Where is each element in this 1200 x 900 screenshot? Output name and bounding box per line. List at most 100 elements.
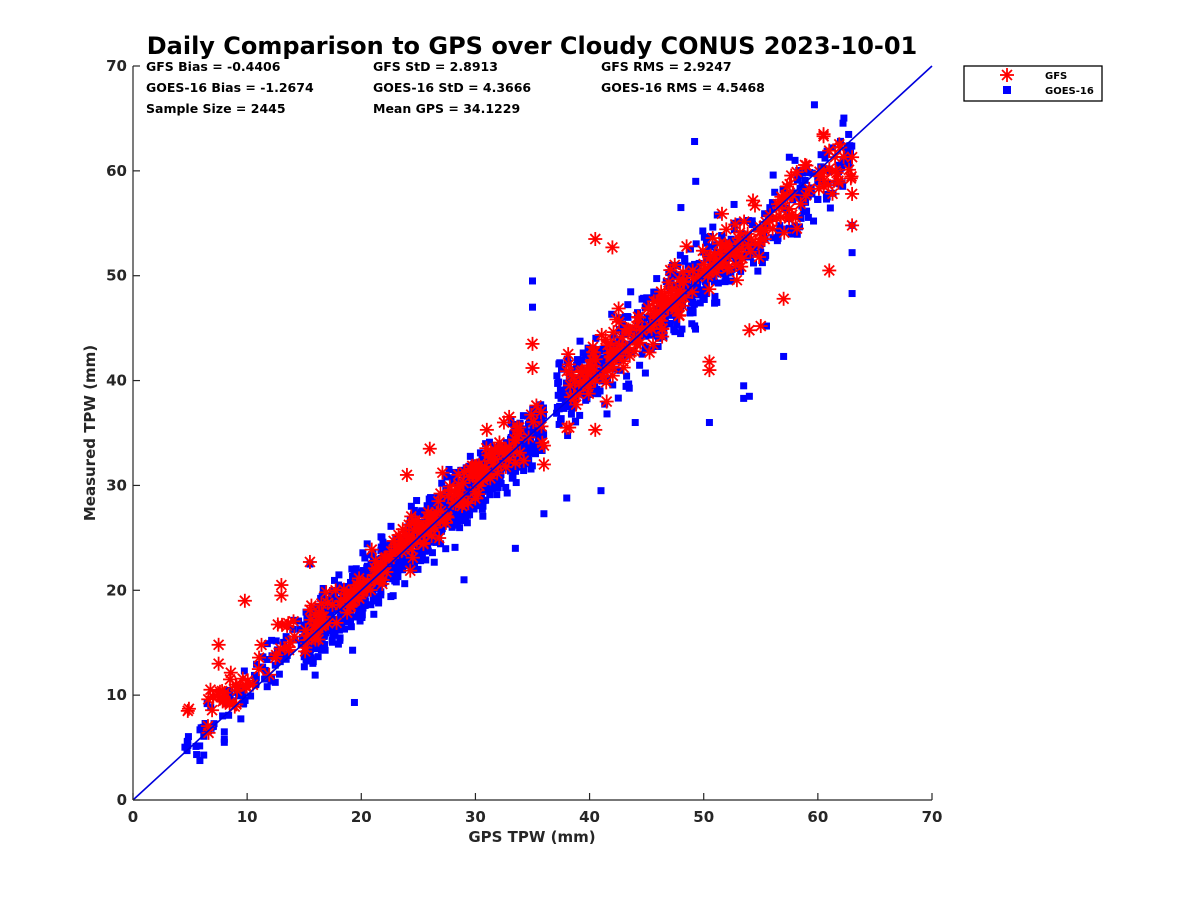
goes-point (520, 425, 528, 433)
goes-point (275, 670, 283, 678)
goes-point (225, 711, 233, 719)
goes-point (562, 379, 570, 387)
goes-point (486, 491, 494, 499)
gfs-point (679, 239, 694, 254)
goes-point (263, 655, 271, 663)
goes-point (562, 403, 570, 411)
stat-goes-std: GOES-16 StD = 4.3666 (373, 80, 531, 95)
goes-point (553, 409, 561, 417)
legend-box (963, 65, 1103, 102)
gfs-point (525, 360, 540, 375)
gfs-point (611, 301, 626, 316)
goes-point (583, 351, 591, 359)
goes-point (692, 325, 700, 333)
goes-point (594, 359, 602, 367)
goes-point (470, 505, 478, 513)
y-axis-label: Measured TPW (mm) (81, 345, 99, 521)
goes-point (200, 751, 208, 759)
goes-point (289, 625, 297, 633)
goes-point (344, 617, 352, 625)
goes-point (219, 712, 227, 720)
goes-point (403, 555, 411, 563)
goes-point (780, 352, 788, 360)
goes-point (821, 154, 829, 162)
goes-point (845, 130, 853, 138)
goes-point (220, 735, 228, 743)
goes-point (769, 234, 777, 242)
goes-point (616, 314, 624, 322)
goes-point (654, 334, 662, 342)
gfs-point (508, 455, 523, 470)
x-tick-label: 40 (579, 808, 600, 826)
gfs-point (211, 637, 226, 652)
goes-point (193, 751, 201, 759)
goes-point (526, 416, 534, 424)
goes-point (706, 243, 714, 251)
goes-point (538, 411, 546, 419)
goes-point (594, 374, 602, 382)
goes-point (321, 641, 329, 649)
x-tick-label: 50 (693, 808, 714, 826)
goes-point (334, 640, 342, 648)
goes-point (336, 636, 344, 644)
goes-point (425, 538, 433, 546)
gfs-point (399, 467, 414, 482)
goes-point (320, 631, 328, 639)
gfs-point (302, 554, 317, 569)
goes-point (442, 484, 450, 492)
gfs-point (600, 338, 615, 353)
stat-gfs-std: GFS StD = 2.8913 (373, 59, 498, 74)
goes-point (413, 510, 421, 518)
gfs-point (845, 186, 860, 201)
goes-point (711, 299, 719, 307)
goes-point (377, 547, 385, 555)
goes-point (493, 491, 501, 499)
goes-point (650, 288, 658, 296)
goes-point (532, 440, 540, 448)
goes-point (567, 410, 575, 418)
legend-goes-label: GOES-16 (1045, 86, 1094, 97)
goes-point (529, 303, 536, 311)
goes-point (717, 270, 725, 278)
gfs-point (782, 201, 797, 216)
goes-point (647, 345, 655, 353)
goes-point (676, 251, 684, 259)
goes-point (220, 728, 228, 736)
goes-point (571, 417, 579, 425)
goes-point (846, 142, 854, 150)
goes-point (296, 625, 304, 633)
stat-gfs-rms: GFS RMS = 2.9247 (601, 59, 732, 74)
goes-point (379, 538, 387, 546)
goes-point (267, 677, 275, 685)
goes-point (670, 326, 678, 334)
goes-point (432, 538, 440, 546)
goes-point (698, 288, 706, 296)
goes-point (338, 621, 346, 629)
goes-point (524, 420, 532, 428)
y-tick-label: 50 (106, 267, 127, 285)
goes-point (702, 239, 710, 247)
goes-point (579, 349, 587, 357)
goes-point (701, 278, 709, 286)
goes-point (503, 489, 511, 497)
goes-point (834, 161, 842, 169)
goes-point (341, 625, 349, 633)
goes-point (681, 257, 689, 265)
goes-point (694, 280, 702, 288)
goes-point (196, 742, 204, 750)
x-ticks: 0 10 20 30 40 50 60 70 (128, 793, 942, 826)
goes-point (459, 517, 467, 525)
goes-point (672, 316, 680, 324)
goes-point (428, 549, 436, 557)
gfs-point (421, 505, 436, 520)
one-to-one-line (132, 65, 933, 801)
stat-goes-bias: GOES-16 Bias = -1.2674 (146, 80, 314, 95)
goes-point (512, 467, 520, 475)
goes-point (528, 449, 536, 457)
x-tick-label: 30 (465, 808, 486, 826)
y-tick-label: 70 (106, 57, 127, 75)
goes-point (673, 321, 681, 329)
goes-point (797, 186, 805, 194)
goes-point (846, 149, 854, 157)
gfs-point (536, 457, 551, 472)
